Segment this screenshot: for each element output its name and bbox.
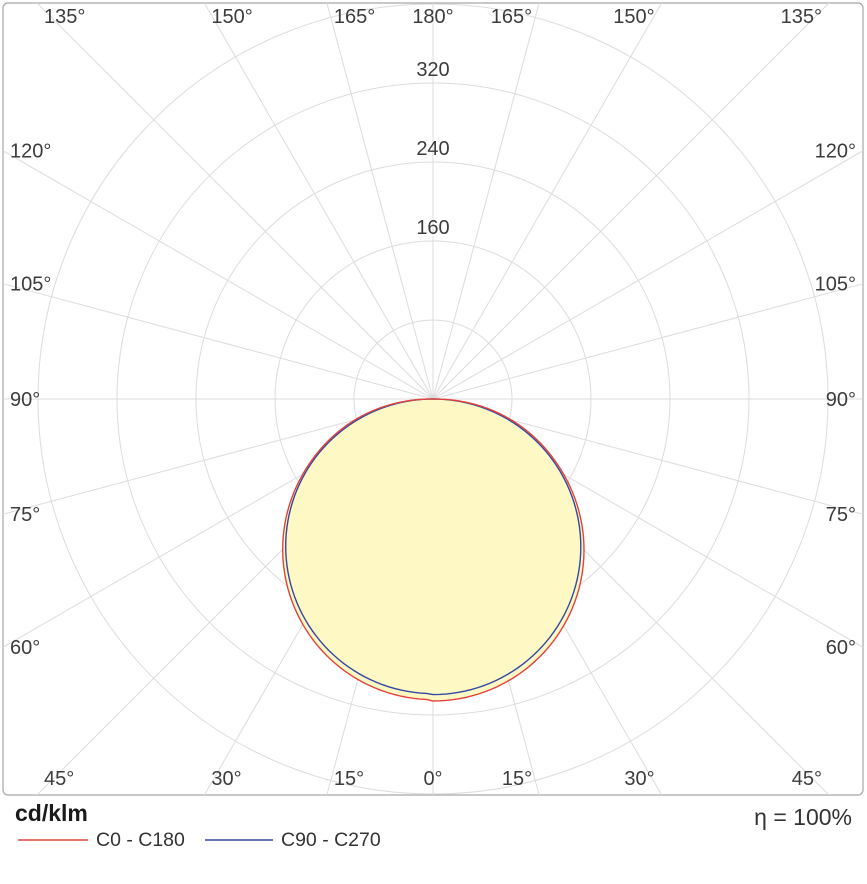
svg-text:75°: 75° — [10, 504, 40, 526]
svg-text:150°: 150° — [211, 6, 252, 28]
svg-text:165°: 165° — [491, 6, 532, 28]
svg-text:45°: 45° — [44, 768, 74, 790]
svg-text:30°: 30° — [211, 768, 241, 790]
svg-text:0°: 0° — [423, 768, 442, 790]
svg-text:150°: 150° — [613, 6, 654, 28]
svg-text:cd/klm: cd/klm — [15, 800, 88, 826]
svg-text:C0 - C180: C0 - C180 — [96, 829, 185, 851]
svg-text:320: 320 — [416, 59, 449, 81]
svg-text:165°: 165° — [334, 6, 375, 28]
svg-text:160: 160 — [416, 217, 449, 239]
svg-text:45°: 45° — [792, 768, 822, 790]
svg-text:30°: 30° — [624, 768, 654, 790]
svg-text:15°: 15° — [502, 768, 532, 790]
svg-text:90°: 90° — [10, 389, 40, 411]
svg-text:180°: 180° — [412, 6, 453, 28]
svg-text:75°: 75° — [826, 504, 856, 526]
svg-text:15°: 15° — [334, 768, 364, 790]
svg-text:135°: 135° — [44, 6, 85, 28]
svg-text:120°: 120° — [10, 141, 51, 163]
svg-text:135°: 135° — [781, 6, 822, 28]
svg-text:240: 240 — [416, 138, 449, 160]
svg-text:105°: 105° — [815, 274, 856, 296]
svg-text:105°: 105° — [10, 274, 51, 296]
svg-text:120°: 120° — [815, 141, 856, 163]
svg-text:η = 100%: η = 100% — [754, 804, 852, 830]
svg-text:60°: 60° — [10, 637, 40, 659]
svg-text:C90 - C270: C90 - C270 — [281, 829, 381, 851]
svg-text:90°: 90° — [826, 389, 856, 411]
svg-text:60°: 60° — [826, 637, 856, 659]
